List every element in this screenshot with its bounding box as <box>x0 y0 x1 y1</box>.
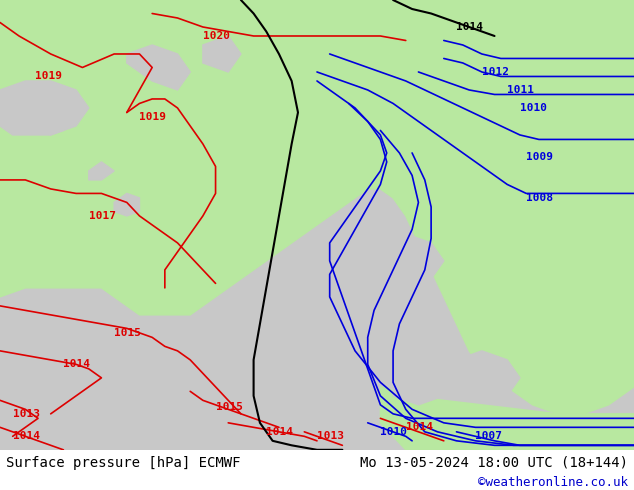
Text: 1015: 1015 <box>114 328 141 338</box>
Text: 1010: 1010 <box>380 427 408 437</box>
Text: 1009: 1009 <box>526 152 553 163</box>
Text: 1014: 1014 <box>406 422 433 432</box>
Text: 1014: 1014 <box>63 359 91 369</box>
Polygon shape <box>380 387 634 450</box>
Polygon shape <box>380 315 444 369</box>
Text: 1017: 1017 <box>89 211 116 221</box>
Text: Surface pressure [hPa] ECMWF: Surface pressure [hPa] ECMWF <box>6 456 241 470</box>
Text: 1013: 1013 <box>317 431 344 441</box>
Polygon shape <box>0 0 634 450</box>
Polygon shape <box>393 351 456 405</box>
Polygon shape <box>203 36 241 72</box>
Polygon shape <box>25 108 63 135</box>
Text: 1013: 1013 <box>13 409 40 419</box>
Text: 1019: 1019 <box>139 112 167 122</box>
Polygon shape <box>127 45 190 90</box>
Text: 1014: 1014 <box>456 22 484 32</box>
Text: 1019: 1019 <box>35 72 62 81</box>
Text: ©weatheronline.co.uk: ©weatheronline.co.uk <box>477 476 628 490</box>
Text: 1020: 1020 <box>203 31 230 41</box>
Polygon shape <box>456 351 520 396</box>
Polygon shape <box>0 81 89 135</box>
Text: 1014: 1014 <box>266 427 294 437</box>
Text: 1015: 1015 <box>216 402 243 412</box>
Polygon shape <box>355 234 444 288</box>
Polygon shape <box>0 0 634 414</box>
Text: 1012: 1012 <box>482 67 509 77</box>
Polygon shape <box>114 194 139 216</box>
Text: 1014: 1014 <box>13 431 40 441</box>
Text: Mo 13-05-2024 18:00 UTC (18+144): Mo 13-05-2024 18:00 UTC (18+144) <box>359 456 628 470</box>
Text: 1008: 1008 <box>526 193 553 203</box>
Text: 1011: 1011 <box>507 85 534 95</box>
Polygon shape <box>89 162 114 180</box>
Text: 1010: 1010 <box>520 103 547 113</box>
Text: 1007: 1007 <box>476 431 503 441</box>
